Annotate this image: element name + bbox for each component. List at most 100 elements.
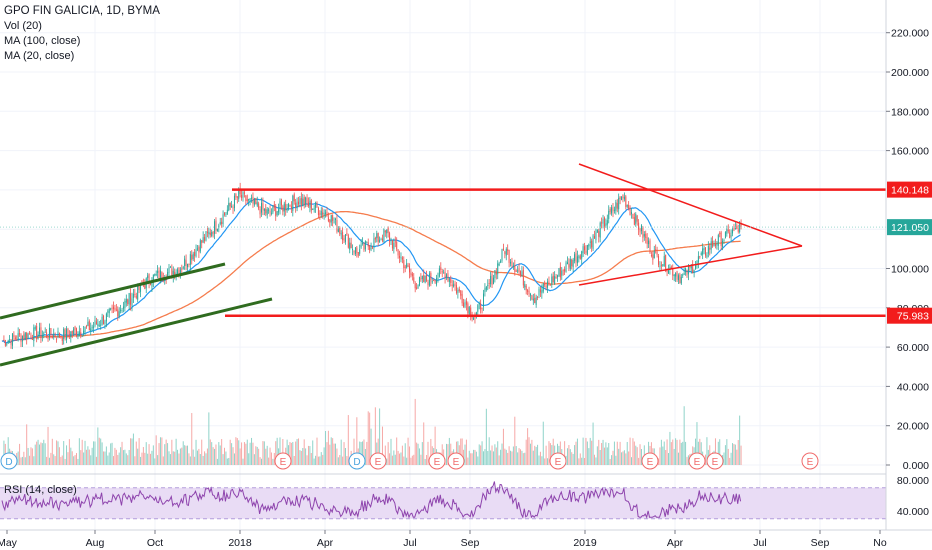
candle-body <box>56 338 58 340</box>
volume-bar <box>47 426 49 465</box>
volume-bar <box>26 424 28 465</box>
candle-body <box>30 335 32 339</box>
earnings-marker[interactable]: E <box>428 452 446 470</box>
candle-body <box>524 284 526 288</box>
volume-bar <box>245 443 247 465</box>
volume-bar <box>430 438 432 465</box>
candle-body <box>333 221 335 223</box>
legend-ma20[interactable]: MA (20, close) <box>4 50 75 62</box>
earnings-marker[interactable]: E <box>801 452 819 470</box>
volume-bar <box>579 453 581 465</box>
volume-bar <box>145 442 147 465</box>
volume-bar <box>677 452 679 465</box>
candle-body <box>484 288 486 293</box>
time-tick-label: Oct <box>147 537 163 549</box>
earnings-marker[interactable]: E <box>369 452 387 470</box>
candle-body <box>468 306 470 315</box>
volume-bar <box>339 454 341 465</box>
volume-bar <box>238 440 240 465</box>
candle-body <box>337 229 339 232</box>
earnings-marker[interactable]: E <box>706 452 724 470</box>
volume-bar <box>299 450 301 465</box>
earnings-marker[interactable]: E <box>688 452 706 470</box>
candle-body <box>480 303 482 310</box>
volume-bar <box>171 439 173 465</box>
candle-body <box>276 211 278 216</box>
volume-bar <box>727 448 729 465</box>
candle-body <box>71 330 73 334</box>
symbol-title[interactable]: GPO FIN GALICIA, 1D, BYMA <box>4 5 160 17</box>
candle-body <box>44 331 46 333</box>
candle-body <box>689 266 691 268</box>
candle-body <box>152 274 154 283</box>
candle-body <box>716 244 718 246</box>
price-tag: 140.148 <box>887 181 932 198</box>
volume-bar <box>407 437 409 465</box>
price-tick-label: 0.000 <box>903 460 929 472</box>
candle-body <box>571 259 573 267</box>
volume-bar <box>501 443 503 465</box>
dividend-marker[interactable]: D <box>0 452 18 470</box>
earnings-marker[interactable]: E <box>274 452 292 470</box>
volume-bar <box>537 444 539 465</box>
candle-body <box>150 283 151 285</box>
candle-body <box>110 308 112 310</box>
volume-bar <box>552 438 554 465</box>
candle-body <box>426 274 428 281</box>
candle-body <box>161 272 163 280</box>
volume-bar <box>222 454 224 465</box>
candle-body <box>572 259 574 268</box>
rsi-legend[interactable]: RSI (14, close) <box>4 484 77 496</box>
volume-bar <box>739 415 741 465</box>
candle-body <box>666 270 668 272</box>
candle-body <box>272 206 274 213</box>
candle-body <box>547 281 549 288</box>
earnings-marker[interactable]: E <box>447 452 465 470</box>
candle-body <box>138 283 140 291</box>
candle-body <box>557 275 558 278</box>
volume-bar <box>3 440 5 465</box>
candle-body <box>450 278 452 283</box>
candle-body <box>356 247 358 253</box>
candle-body <box>97 323 99 326</box>
candle-body <box>638 222 640 230</box>
volume-bar <box>658 458 660 465</box>
legend-ma100[interactable]: MA (100, close) <box>4 35 81 47</box>
candle-body <box>131 298 133 307</box>
volume-bar <box>315 455 317 465</box>
earnings-marker[interactable]: E <box>641 452 659 470</box>
candle-body <box>420 278 422 280</box>
candle-body <box>636 215 638 222</box>
candle-body <box>81 336 83 338</box>
candle-body <box>125 298 127 303</box>
candle-body <box>134 293 136 295</box>
volume-bar <box>191 413 193 465</box>
candle-body <box>676 271 678 280</box>
legend-vol[interactable]: Vol (20) <box>4 20 42 32</box>
volume-bar <box>77 458 79 465</box>
candle-body <box>212 231 214 235</box>
candle-body <box>679 274 681 283</box>
volume-bar <box>605 442 607 465</box>
candle-body <box>569 258 571 270</box>
candle-body <box>453 284 455 287</box>
volume-bar <box>485 408 487 465</box>
candle-body <box>137 284 139 300</box>
candle-body <box>181 268 183 270</box>
volume-bar <box>475 451 477 465</box>
volume-bar <box>532 450 534 465</box>
volume-bar <box>34 444 36 465</box>
volume-bar <box>158 443 160 465</box>
dividend-marker[interactable]: D <box>348 452 366 470</box>
volume-bar <box>672 439 674 465</box>
candle-body <box>413 277 415 282</box>
candle-body <box>485 286 487 290</box>
candle-body <box>266 209 268 216</box>
earnings-marker[interactable]: E <box>549 452 567 470</box>
candle-body <box>695 265 697 270</box>
volume-bar <box>618 448 620 465</box>
time-axis: May Aug Oct 2018 Apr Jul Sep 2019 Apr Jul Sep No <box>0 529 932 549</box>
candle-body <box>222 214 224 225</box>
